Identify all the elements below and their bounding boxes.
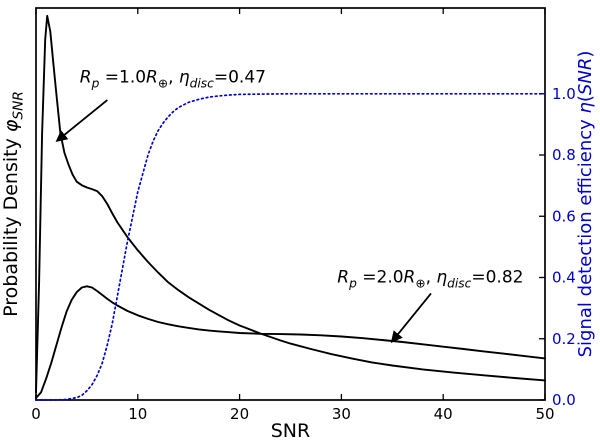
x-tick-label: 30 bbox=[332, 405, 351, 423]
right-tick-label: 0.6 bbox=[552, 207, 576, 225]
x-tick-label: 20 bbox=[230, 405, 249, 423]
x-tick-label: 0 bbox=[31, 405, 41, 423]
right-tick-label: 0.2 bbox=[552, 330, 576, 348]
annotation-1: Rp =1.0R⊕, ηdisc=0.47 bbox=[80, 68, 266, 91]
left-axis-label: Probability Density φSNR bbox=[0, 91, 27, 317]
x-axis-label: SNR bbox=[271, 420, 310, 442]
right-tick-label: 0.0 bbox=[552, 391, 576, 409]
right-tick-label: 1.0 bbox=[552, 85, 576, 103]
plot-border bbox=[35, 7, 546, 401]
annotation-arrow-2 bbox=[390, 292, 432, 344]
x-tick-label: 40 bbox=[434, 405, 453, 423]
annotation-2: Rp =2.0R⊕, ηdisc=0.82 bbox=[337, 267, 523, 290]
right-axis-label: Signal detection efficiency η(SNR) bbox=[575, 51, 596, 358]
series-detection-efficiency bbox=[35, 92, 546, 401]
x-tick-label: 50 bbox=[535, 405, 554, 423]
right-tick-label: 0.4 bbox=[552, 269, 576, 287]
right-tick-label: 0.8 bbox=[552, 146, 576, 164]
x-tick-label: 10 bbox=[128, 405, 147, 423]
series-pdf-rp1 bbox=[35, 14, 546, 394]
annotation-arrow-1 bbox=[55, 99, 108, 142]
series-pdf-rp2 bbox=[35, 285, 546, 399]
